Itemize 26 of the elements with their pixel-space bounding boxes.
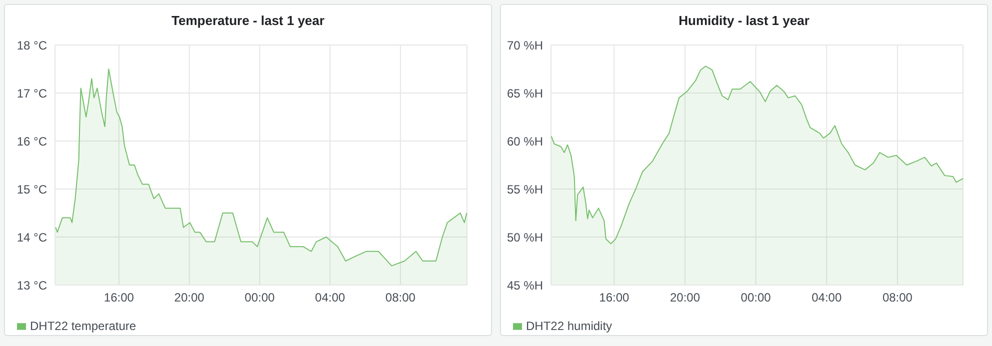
y-tick-label: 60 %H [506,134,543,148]
x-tick-label: 16:00 [599,290,630,305]
y-tick-label: 14 °C [16,230,48,244]
y-tick-label: 13 °C [16,278,48,292]
chart-title: Temperature - last 1 year [170,13,326,30]
chart-title: Humidity - last 1 year [678,13,810,30]
x-tick-label: 20:00 [174,290,205,305]
y-tick-label: 18 °C [16,38,48,52]
x-tick-label: 04:00 [315,290,346,305]
x-tick-label: 00:00 [740,290,772,305]
x-tick-label: 04:00 [812,290,842,305]
y-tick-label: 45 %H [506,278,543,292]
y-tick-label: 65 %H [506,86,543,100]
x-tick-label: 20:00 [670,290,700,305]
legend-label: DHT22 humidity [526,319,612,333]
y-tick-label: 70 %H [506,38,543,52]
legend-label: DHT22 temperature [30,319,136,333]
y-tick-label: 55 %H [506,182,543,196]
y-tick-label: 17 °C [16,86,48,100]
x-tick-label: 16:00 [104,290,134,305]
y-tick-label: 15 °C [16,182,48,196]
x-tick-label: 08:00 [385,290,416,305]
y-tick-label: 16 °C [16,134,48,148]
y-tick-label: 50 %H [506,230,543,244]
x-tick-label: 00:00 [244,290,276,305]
x-tick-label: 08:00 [882,290,913,305]
